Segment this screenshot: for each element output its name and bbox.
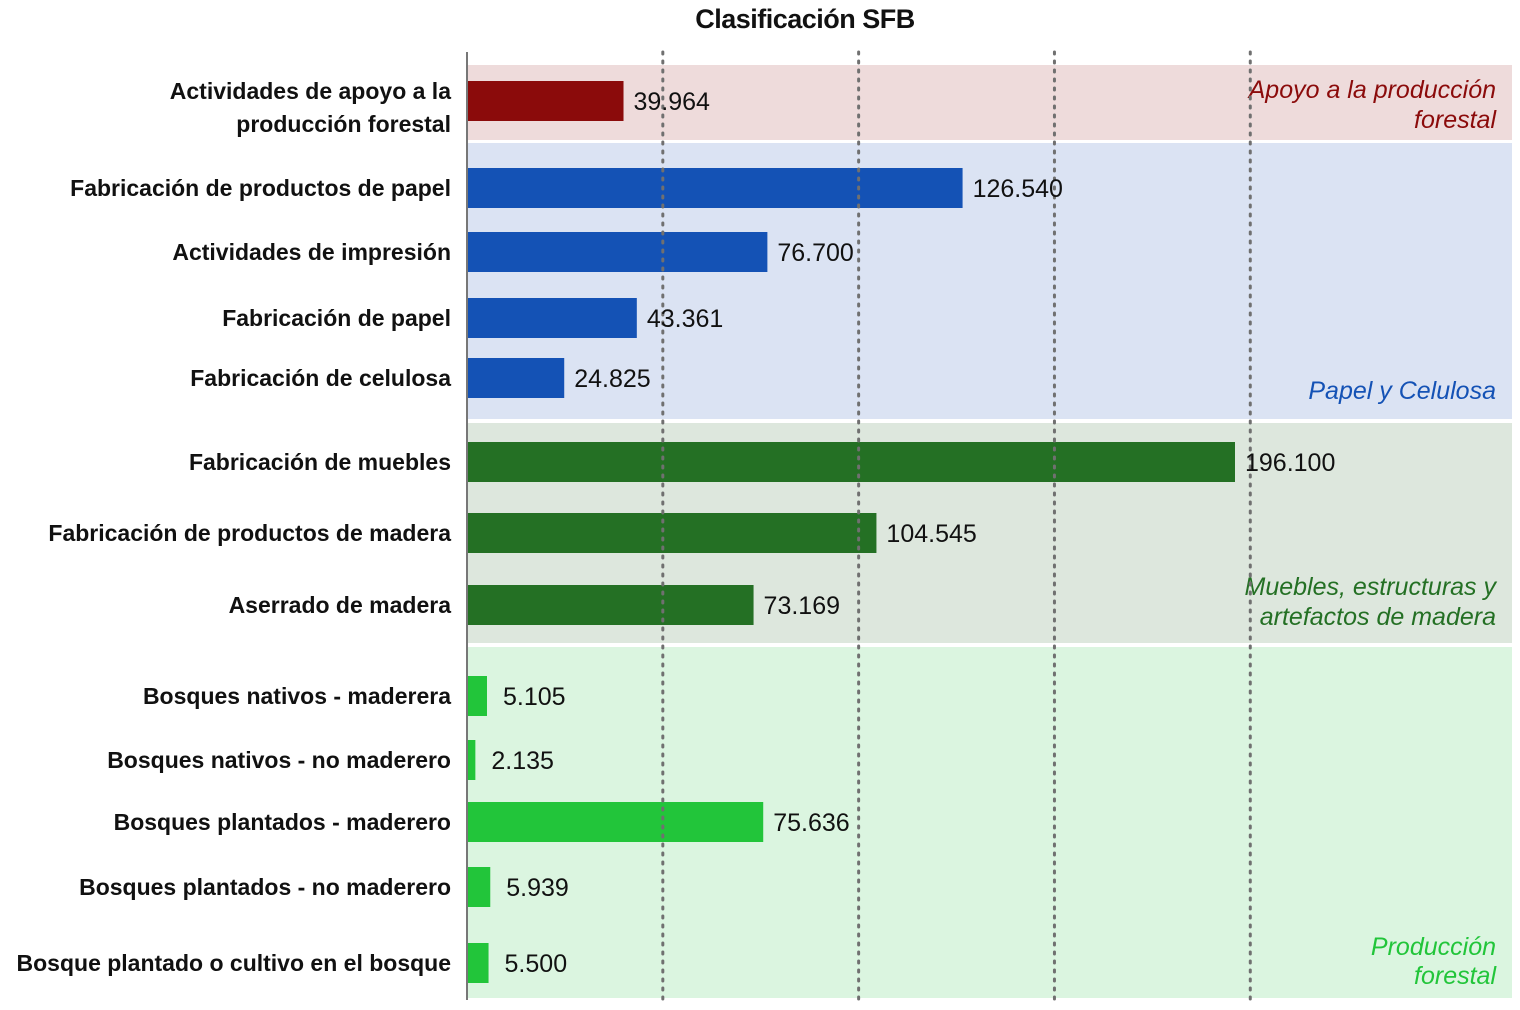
bar — [467, 676, 487, 716]
group-label: Papel y Celulosa — [1308, 377, 1496, 405]
group-label-line: artefactos de madera — [1260, 603, 1496, 631]
category-label-line: Fabricación de papel — [222, 305, 451, 331]
value-label: 2.135 — [491, 747, 554, 775]
category-label-line: Bosques nativos - no maderero — [107, 747, 451, 773]
category-label-line: Bosque plantado o cultivo en el bosque — [17, 950, 451, 976]
group-label-line: Producción — [1371, 933, 1496, 961]
bar — [467, 442, 1235, 482]
category-label: Bosques nativos - maderera — [143, 683, 451, 709]
value-label: 5.939 — [506, 874, 569, 902]
group-label: Muebles, estructuras y artefactos de made… — [1245, 573, 1498, 631]
category-label: Fabricación de productos de madera — [48, 520, 451, 546]
bar — [467, 740, 476, 780]
category-label: Aserrado de madera — [229, 592, 452, 618]
category-label: Bosque plantado o cultivo en el bosque — [17, 950, 451, 976]
value-label: 5.105 — [503, 683, 566, 711]
category-label: Actividades de impresión — [172, 239, 451, 265]
category-label-line: Fabricación de celulosa — [190, 365, 451, 391]
chart-title: Clasificación SFB — [695, 4, 915, 34]
category-label: Bosques plantados - no maderero — [79, 874, 451, 900]
group-label-line: forestal — [1414, 962, 1497, 990]
bar — [467, 358, 565, 398]
bar — [467, 168, 963, 208]
category-label: Fabricación de celulosa — [190, 365, 451, 391]
group-label-line: Muebles, estructuras y — [1245, 573, 1498, 601]
category-label: Fabricación de muebles — [189, 449, 451, 475]
value-label: 43.361 — [647, 305, 723, 333]
category-label: Fabricación de productos de papel — [70, 175, 451, 201]
bar — [467, 298, 637, 338]
category-label-line: Bosques nativos - maderera — [143, 683, 451, 709]
bar — [467, 513, 877, 553]
value-label: 73.169 — [764, 592, 840, 620]
bar — [467, 232, 768, 272]
category-label-line: Bosques plantados - maderero — [114, 809, 451, 835]
value-label: 39.964 — [634, 88, 711, 116]
value-label: 126.540 — [973, 175, 1063, 203]
group-label-line: forestal — [1414, 106, 1497, 134]
category-label-line: Fabricación de productos de madera — [48, 520, 451, 546]
group-band — [467, 65, 1512, 140]
value-label: 196.100 — [1245, 449, 1335, 477]
group-label: Apoyo a la producción forestal — [1247, 76, 1498, 134]
category-label: Actividades de apoyo a la producción fore… — [170, 78, 451, 137]
category-label-line: Actividades de impresión — [172, 239, 451, 265]
category-label-line: Aserrado de madera — [229, 592, 452, 618]
group-label-line: Papel y Celulosa — [1308, 377, 1496, 405]
bar — [467, 81, 624, 121]
category-label-line: Fabricación de productos de papel — [70, 175, 451, 201]
bar — [467, 943, 489, 983]
category-label-line: Bosques plantados - no maderero — [79, 874, 451, 900]
bar — [467, 585, 754, 625]
category-label-line: Fabricación de muebles — [189, 449, 451, 475]
bar — [467, 867, 491, 907]
bar — [467, 802, 764, 842]
category-label: Fabricación de papel — [222, 305, 451, 331]
group-label-line: Apoyo a la producción — [1247, 76, 1496, 104]
value-label: 76.700 — [777, 239, 853, 267]
value-label: 24.825 — [574, 365, 650, 393]
value-label: 104.545 — [886, 520, 976, 548]
category-label-line: producción forestal — [236, 111, 451, 137]
value-label: 5.500 — [505, 950, 568, 978]
category-label: Bosques nativos - no maderero — [107, 747, 451, 773]
group-label: Producción forestal — [1371, 933, 1498, 990]
category-label: Bosques plantados - maderero — [114, 809, 451, 835]
value-label: 75.636 — [773, 809, 849, 837]
category-label-line: Actividades de apoyo a la — [170, 78, 451, 104]
